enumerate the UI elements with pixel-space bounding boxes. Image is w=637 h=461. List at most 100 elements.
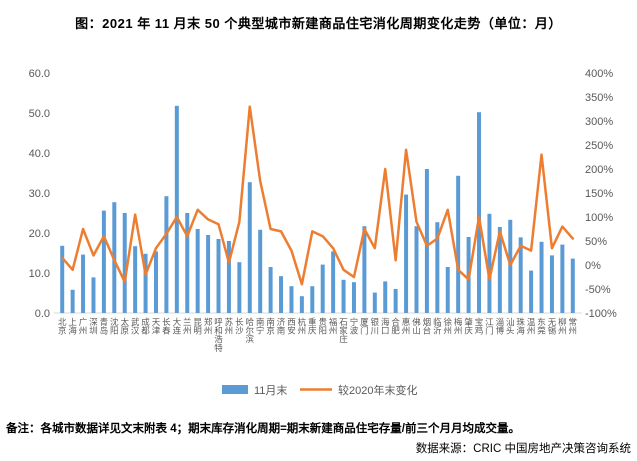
city-label-柳州: 柳州: [558, 317, 567, 336]
right-axis-tick-label: 150%: [585, 188, 613, 200]
bar-石家庄: [341, 279, 346, 313]
bar-郑州: [206, 235, 211, 313]
bar-广州: [81, 254, 86, 313]
chart-canvas: 0.0 10.0 20.0 30.0 40.0 50.0 60.0 -100% -50% 0% 50…: [29, 68, 617, 397]
right-axis-tick-label: 400%: [585, 68, 613, 80]
bar-宝鸡: [477, 112, 482, 313]
city-label-青岛: 青岛: [100, 317, 109, 336]
bar-苏州: [226, 241, 231, 313]
bar-徐州: [445, 267, 450, 313]
footnote: 备注：各城市数据详见文末附表 4；期末库存消化周期=期末新建商品住宅存量/前三个…: [6, 423, 520, 435]
city-label-呼和浩特: 呼和浩特: [214, 317, 223, 353]
bar-海口: [383, 281, 388, 313]
city-label-海口: 海口: [381, 317, 390, 336]
chart-title: 图：2021 年 11 月末 50 个典型城市新建商品住宅消化周期变化走势（单位…: [75, 16, 562, 31]
city-label-临沂: 临沂: [433, 317, 442, 336]
city-label-北京: 北京: [58, 317, 67, 336]
bar-太原: [122, 213, 127, 313]
city-label-无锡: 无锡: [548, 317, 557, 336]
bar-重庆: [310, 286, 315, 313]
legend-bar-label: 11月末: [254, 383, 287, 397]
city-label-宝鸡: 宝鸡: [475, 317, 484, 336]
city-label-南京: 南京: [266, 317, 275, 336]
right-axis-tick-label: -100%: [585, 308, 617, 320]
city-label-珠海: 珠海: [516, 317, 525, 336]
city-label-大连: 大连: [173, 317, 182, 336]
bar-银川: [372, 292, 377, 313]
left-axis-tick-label: 0.0: [35, 308, 50, 320]
bar-北京: [60, 245, 65, 313]
bar-柳州: [560, 244, 565, 313]
bar-南京: [268, 267, 273, 313]
left-axis-tick-label: 50.0: [29, 108, 50, 120]
bar-南宁: [258, 229, 263, 313]
bar-武汉: [133, 246, 138, 313]
bar-哈尔滨: [247, 182, 252, 313]
bar-佛山: [414, 226, 419, 313]
left-axis-tick-label: 30.0: [29, 188, 50, 200]
bar-梅州: [456, 175, 461, 313]
right-axis-tick-label: 300%: [585, 116, 613, 128]
bar-东莞: [539, 241, 544, 313]
city-label-南宁: 南宁: [256, 317, 265, 336]
bar-烟台: [424, 169, 429, 313]
right-axis-tick-label: 50%: [585, 236, 607, 248]
bar-深圳: [91, 277, 96, 313]
city-label-肇庆: 肇庆: [464, 317, 473, 336]
bar-呼和浩特: [216, 239, 221, 313]
city-label-重庆: 重庆: [308, 317, 317, 336]
bar-江门: [487, 213, 492, 313]
city-label-郑州: 郑州: [204, 317, 213, 336]
bar-淄博: [497, 227, 502, 313]
bar-series: [60, 105, 575, 313]
left-axis-tick-label: 60.0: [29, 68, 50, 80]
city-label-长沙: 长沙: [235, 317, 244, 336]
city-label-贵阳: 贵阳: [318, 317, 327, 336]
city-label-温州: 温州: [527, 317, 536, 336]
left-axis-ticks: 0.0 10.0 20.0 30.0 40.0 50.0 60.0: [29, 68, 50, 320]
bar-合肥: [393, 289, 398, 313]
bar-珠海: [518, 237, 523, 313]
bar-大连: [174, 105, 179, 313]
city-label-武汉: 武汉: [131, 317, 140, 336]
city-label-银川: 银川: [371, 317, 380, 336]
city-label-梅州: 梅州: [454, 317, 463, 336]
city-label-东莞: 东莞: [537, 317, 546, 336]
city-label-成都: 成都: [141, 317, 150, 336]
x-axis-category-labels: 北京上海广州深圳青岛沈阳太原武汉成都天津长春大连兰州昆明郑州呼和浩特苏州长沙哈尔…: [58, 317, 577, 353]
bar-成都: [143, 253, 148, 313]
city-label-杭州: 杭州: [298, 317, 307, 336]
city-label-哈尔滨: 哈尔滨: [246, 317, 255, 344]
bar-兰州: [185, 213, 190, 313]
right-axis-tick-label: 250%: [585, 140, 613, 152]
left-axis-tick-label: 10.0: [29, 268, 50, 280]
city-label-昆明: 昆明: [193, 317, 202, 336]
bar-西安: [289, 286, 294, 313]
bar-无锡: [549, 255, 554, 313]
right-axis-tick-label: 0%: [585, 260, 601, 272]
city-label-石家庄: 石家庄: [339, 317, 348, 344]
city-label-天津: 天津: [152, 317, 161, 336]
bar-青岛: [101, 210, 106, 313]
bar-汕头: [508, 219, 513, 313]
bar-惠州: [404, 194, 409, 313]
city-label-太原: 太原: [120, 317, 129, 336]
city-label-沈阳: 沈阳: [110, 317, 119, 336]
city-label-深圳: 深圳: [89, 317, 98, 336]
right-axis-tick-label: 100%: [585, 212, 613, 224]
bar-厦门: [362, 226, 367, 313]
city-label-常州: 常州: [569, 317, 578, 336]
city-label-上海: 上海: [68, 317, 77, 336]
bar-长春: [164, 196, 169, 313]
legend-bar-swatch: [222, 385, 248, 394]
legend-line-label: 较2020年末变化: [338, 383, 417, 397]
city-label-济南: 济南: [277, 317, 286, 336]
city-label-苏州: 苏州: [225, 317, 234, 336]
city-label-兰州: 兰州: [183, 317, 192, 336]
combo-chart: 0.0 10.0 20.0 30.0 40.0 50.0 60.0 -100% -50% 0% 50…: [0, 58, 637, 410]
left-axis-tick-label: 20.0: [29, 228, 50, 240]
city-label-广州: 广州: [79, 317, 88, 336]
city-label-淄博: 淄博: [496, 317, 505, 336]
bar-贵阳: [320, 264, 325, 313]
